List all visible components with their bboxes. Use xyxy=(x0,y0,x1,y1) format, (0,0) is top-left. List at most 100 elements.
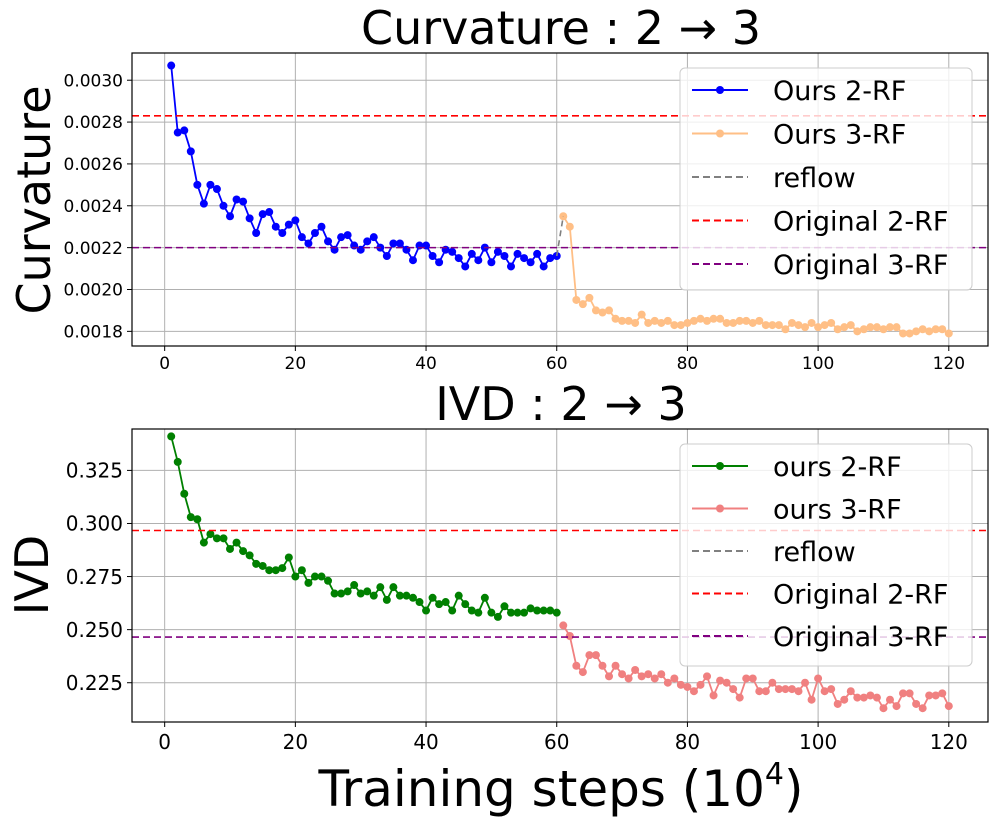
ivd-point-ours-2-rf xyxy=(324,576,333,585)
curvature-point-ours-3-rf xyxy=(605,306,614,315)
ivd-point-ours-3-rf xyxy=(944,702,953,711)
curvature-point-ours-2-rf xyxy=(310,228,319,237)
ivd-point-ours-3-rf xyxy=(729,685,738,694)
ivd-legend-marker xyxy=(716,504,724,513)
curvature-panel: Curvature : 2 → 3 Curvature 0 20 40 60 80 100… xyxy=(7,1,989,374)
curvature-point-ours-3-rf xyxy=(578,300,587,309)
curvature-point-ours-2-rf xyxy=(317,222,326,231)
ivd-point-ours-2-rf xyxy=(337,589,346,598)
curvature-x-tick-label: 20 xyxy=(285,354,307,374)
curvature-point-ours-3-rf xyxy=(676,321,685,330)
curvature-y-tick-label: 0.0024 xyxy=(64,197,123,217)
ivd-point-ours-3-rf xyxy=(866,691,875,700)
curvature-point-ours-3-rf xyxy=(618,316,627,325)
ivd-point-ours-2-rf xyxy=(173,457,182,466)
ivd-point-ours-3-rf xyxy=(578,668,587,677)
curvature-point-ours-2-rf xyxy=(291,216,300,225)
ivd-point-ours-3-rf xyxy=(912,699,921,708)
ivd-point-ours-3-rf xyxy=(879,704,888,713)
ivd-point-ours-3-rf xyxy=(905,689,914,698)
ivd-point-ours-2-rf xyxy=(422,606,431,615)
ivd-point-ours-3-rf xyxy=(703,672,712,681)
ivd-point-ours-3-rf xyxy=(918,704,927,713)
curvature-point-ours-3-rf xyxy=(794,321,803,330)
curvature-point-ours-3-rf xyxy=(925,327,934,336)
ivd-point-ours-2-rf xyxy=(193,515,202,524)
curvature-point-ours-2-rf xyxy=(180,126,189,135)
ivd-point-ours-2-rf xyxy=(435,600,444,609)
ivd-point-ours-2-rf xyxy=(389,583,398,592)
curvature-legend-label: Ours 2-RF xyxy=(773,76,906,107)
ivd-point-ours-2-rf xyxy=(526,604,535,613)
curvature-point-ours-2-rf xyxy=(219,201,228,210)
ivd-point-ours-2-rf xyxy=(382,595,391,604)
ivd-point-ours-3-rf xyxy=(859,693,868,702)
ivd-point-ours-3-rf xyxy=(618,670,627,679)
curvature-point-ours-3-rf xyxy=(892,323,901,332)
curvature-point-ours-2-rf xyxy=(382,252,391,261)
ivd-point-ours-3-rf xyxy=(696,680,705,689)
curvature-point-ours-2-rf xyxy=(278,228,287,237)
ivd-point-ours-3-rf xyxy=(676,680,685,689)
ivd-point-ours-3-rf xyxy=(663,678,672,687)
ivd-point-ours-3-rf xyxy=(872,693,881,702)
curvature-point-ours-3-rf xyxy=(644,318,653,327)
curvature-point-ours-3-rf xyxy=(938,325,947,334)
ivd-x-tick-label: 120 xyxy=(930,730,968,754)
ivd-point-ours-3-rf xyxy=(853,693,862,702)
curvature-point-ours-3-rf xyxy=(611,314,620,323)
curvature-point-ours-2-rf xyxy=(526,258,535,267)
curvature-point-ours-2-rf xyxy=(395,239,404,248)
curvature-x-tick-label: 40 xyxy=(415,354,437,374)
ivd-point-ours-3-rf xyxy=(755,687,764,696)
curvature-series-ours-2-rf-line xyxy=(170,65,558,269)
curvature-y-tick-label: 0.0020 xyxy=(64,281,123,301)
curvature-point-ours-3-rf xyxy=(657,318,666,327)
curvature-x-tick-label: 60 xyxy=(546,354,568,374)
curvature-point-ours-2-rf xyxy=(520,254,529,263)
ivd-point-ours-2-rf xyxy=(317,572,326,581)
ivd-point-ours-3-rf xyxy=(820,687,829,696)
ivd-point-ours-3-rf xyxy=(559,621,568,630)
ivd-point-ours-2-rf xyxy=(271,566,280,575)
curvature-point-ours-2-rf xyxy=(513,249,522,258)
ivd-legend-box xyxy=(679,443,973,667)
curvature-point-ours-3-rf xyxy=(820,321,829,330)
ivd-legend-marker xyxy=(716,462,724,470)
ivd-point-ours-2-rf xyxy=(297,566,306,575)
curvature-point-ours-3-rf xyxy=(918,325,927,334)
ivd-point-ours-2-rf xyxy=(552,608,561,617)
ivd-point-ours-2-rf xyxy=(252,559,261,568)
ivd-point-ours-2-rf xyxy=(291,572,300,581)
curvature-point-ours-3-rf xyxy=(696,314,705,323)
curvature-point-ours-3-rf xyxy=(755,316,764,325)
ivd-point-ours-3-rf xyxy=(735,693,744,702)
ivd-point-ours-3-rf xyxy=(722,678,731,687)
ivd-point-ours-3-rf xyxy=(774,685,783,694)
ivd-point-ours-3-rf xyxy=(938,689,947,698)
curvature-y-tick-label: 0.0022 xyxy=(64,239,123,259)
curvature-point-ours-2-rf xyxy=(454,254,463,263)
ivd-point-ours-3-rf xyxy=(624,674,633,683)
ivd-legend: ours 2-RF ours 3-RF reflow Original 2-RF Ori… xyxy=(679,443,973,667)
curvature-point-ours-3-rf xyxy=(598,308,607,317)
ivd-axes-frame xyxy=(131,428,989,723)
curvature-point-ours-2-rf xyxy=(533,249,542,258)
curvature-point-ours-2-rf xyxy=(297,233,306,242)
ivd-point-ours-3-rf xyxy=(925,691,934,700)
curvature-plot-area xyxy=(132,61,988,338)
ivd-point-ours-2-rf xyxy=(369,591,378,600)
curvature-point-ours-3-rf xyxy=(912,327,921,336)
ivd-point-ours-3-rf xyxy=(840,695,849,704)
curvature-axes-frame xyxy=(131,52,989,347)
ivd-legend-label: ours 2-RF xyxy=(773,452,902,483)
curvature-point-ours-2-rf xyxy=(212,185,221,194)
ivd-point-ours-3-rf xyxy=(605,672,614,681)
ivd-point-ours-2-rf xyxy=(206,530,215,539)
curvature-legend-box xyxy=(679,67,973,291)
ivd-point-ours-3-rf xyxy=(598,661,607,670)
ivd-y-tick-label: 0.275 xyxy=(66,565,123,589)
curvature-point-ours-2-rf xyxy=(448,247,457,256)
curvature-x-tick-label: 80 xyxy=(677,354,699,374)
ivd-point-ours-2-rf xyxy=(467,606,476,615)
